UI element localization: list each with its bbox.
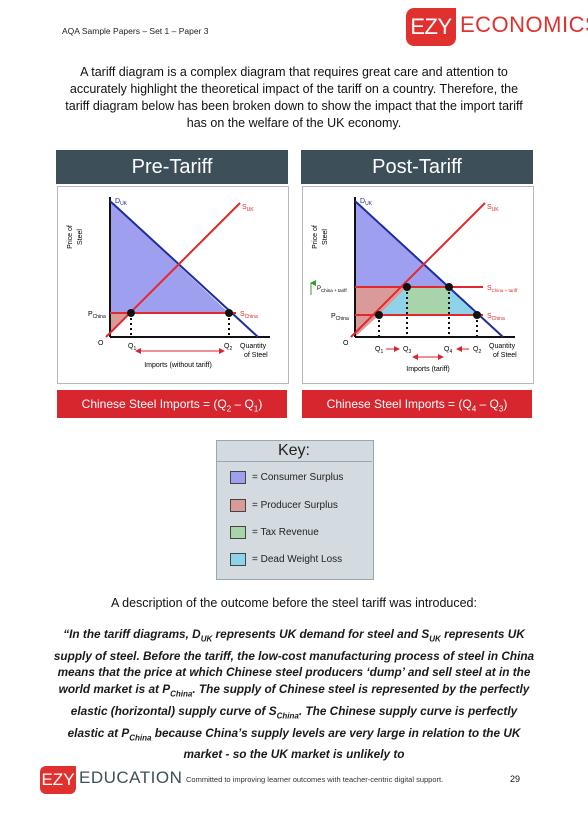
- paper-series-label: AQA Sample Papers – Set 1 – Paper 3: [62, 26, 209, 36]
- logo-economics-word: ECONOMICS: [460, 12, 588, 37]
- quote-part: . The Chinese supply curve is perfectly …: [67, 703, 518, 740]
- page-number: 29: [510, 774, 521, 784]
- pre-tariff-diagram: Price of Steel DUK SUK SChina PChina O Q…: [57, 186, 289, 384]
- y-axis-label-2: Steel: [322, 229, 329, 245]
- quote-part: because China’s supply levels are very l…: [151, 725, 521, 762]
- p-china-tariff-label: PChina + tariff: [317, 286, 347, 293]
- deadweight-loss-swatch: [230, 553, 246, 566]
- p-china-label: PChina: [331, 313, 349, 322]
- deadweight-loss-left: [379, 287, 407, 315]
- quote-part: . The supply of Chinese steel is represe…: [70, 681, 530, 718]
- key-item-tax-revenue: = Tax Revenue: [230, 526, 319, 539]
- quote-sub: UK: [429, 634, 441, 644]
- q4-point: [445, 283, 453, 291]
- pre-tariff-svg: Price of Steel DUK SUK SChina PChina O Q…: [67, 197, 270, 369]
- tax-revenue-swatch: [230, 526, 246, 539]
- quote-part: represents UK supply of steel. Before th…: [53, 627, 535, 696]
- key-item-deadweight-loss: = Dead Weight Loss: [230, 553, 342, 566]
- demand-curve: [109, 200, 259, 338]
- supply-china-tariff-label: SChina + tariff: [487, 285, 518, 293]
- key-item-label: = Tax Revenue: [252, 527, 319, 538]
- q2-point: [225, 309, 233, 317]
- post-imports-text: Chinese Steel Imports = (Q: [326, 397, 472, 411]
- q1-label: Q1: [128, 343, 136, 352]
- post-imports-sub-a: 4: [471, 404, 477, 414]
- q1-label: Q1: [375, 346, 383, 355]
- y-axis-label-1: Price of: [67, 225, 74, 249]
- key-item-label: = Dead Weight Loss: [252, 554, 343, 565]
- pre-imports-mid: – Q: [231, 397, 254, 411]
- footer-logo-education-word: EDUCATION: [79, 768, 183, 787]
- x-axis-label-2: of Steel: [493, 352, 517, 359]
- pre-tariff-imports-box: Chinese Steel Imports = (Q2 – Q1): [57, 390, 287, 418]
- x-axis-label-2: of Steel: [244, 352, 268, 359]
- quote-part: represents UK demand for steel and S: [212, 627, 430, 641]
- footer-logo-ezy-box: EZY: [40, 766, 76, 794]
- q3-label: Q3: [403, 346, 411, 355]
- pre-imports-end: ): [258, 397, 263, 411]
- pre-imports-text: Chinese Steel Imports = (Q: [81, 397, 227, 411]
- key-divider: [216, 461, 372, 462]
- imports-label: Imports (without tariff): [144, 362, 212, 369]
- quote-sub: China: [129, 732, 152, 742]
- post-tariff-svg: Price of Steel DUK SUK SChina + tariff S…: [310, 197, 518, 373]
- p-china-label: PChina: [88, 311, 106, 320]
- demand-label: DUK: [115, 198, 128, 207]
- supply-uk-label: SUK: [242, 204, 254, 213]
- imports-label: Imports (tariff): [406, 366, 449, 373]
- producer-surplus-lower: [355, 315, 379, 337]
- description-quote: “In the tariff diagrams, DUK represents …: [52, 626, 536, 763]
- pre-imports-sub-a: 2: [226, 404, 232, 414]
- supply-uk-label: SUK: [487, 204, 499, 213]
- pre-tariff-title: Pre-Tariff: [56, 150, 288, 184]
- x-axis-label-1: Quantity: [240, 343, 267, 350]
- q2-label: Q2: [224, 343, 232, 352]
- tax-revenue-area: [407, 287, 449, 315]
- quote-part: “In the tariff diagrams, D: [63, 627, 201, 641]
- demand-label: DUK: [360, 198, 373, 207]
- y-axis-label-2: Steel: [77, 229, 84, 245]
- origin-label: O: [343, 340, 349, 347]
- post-imports-mid: – Q: [476, 397, 499, 411]
- post-tariff-title: Post-Tariff: [301, 150, 533, 184]
- q1-point: [127, 309, 135, 317]
- post-tariff-diagram: Price of Steel DUK SUK SChina + tariff S…: [302, 186, 534, 384]
- supply-china-label: SChina: [487, 313, 505, 322]
- key-title: Key:: [277, 442, 310, 459]
- q1-point: [375, 311, 383, 319]
- producer-surplus-swatch: [230, 499, 246, 512]
- post-tariff-imports-box: Chinese Steel Imports = (Q4 – Q3): [302, 390, 532, 418]
- key-item-label: = Consumer Surplus: [252, 472, 344, 483]
- y-axis-label-1: Price of: [312, 225, 319, 249]
- key-item-consumer-surplus: = Consumer Surplus: [230, 471, 343, 484]
- q4-label: Q4: [444, 346, 452, 355]
- origin-label: O: [98, 340, 104, 347]
- pre-imports-sub-b: 1: [253, 404, 259, 414]
- quote-sub: China: [276, 711, 299, 721]
- quote-sub: China: [170, 689, 193, 699]
- post-imports-end: ): [503, 397, 508, 411]
- key-item-producer-surplus: = Producer Surplus: [230, 499, 338, 512]
- supply-china-label: SChina: [240, 311, 258, 320]
- x-axis-label-1: Quantity: [489, 343, 516, 350]
- q2-point: [473, 311, 481, 319]
- q3-point: [403, 283, 411, 291]
- footer-tagline: Committed to improving learner outcomes …: [186, 775, 444, 784]
- intro-paragraph: A tariff diagram is a complex diagram th…: [65, 65, 523, 130]
- post-imports-sub-b: 3: [498, 404, 504, 414]
- quote-sub: UK: [200, 634, 213, 644]
- key-item-label: = Producer Surplus: [252, 500, 338, 511]
- consumer-surplus-swatch: [230, 471, 246, 484]
- q2-label: Q2: [473, 346, 481, 355]
- logo-ezy-box: EZY: [406, 8, 456, 46]
- description-heading: A description of the outcome before the …: [111, 596, 477, 610]
